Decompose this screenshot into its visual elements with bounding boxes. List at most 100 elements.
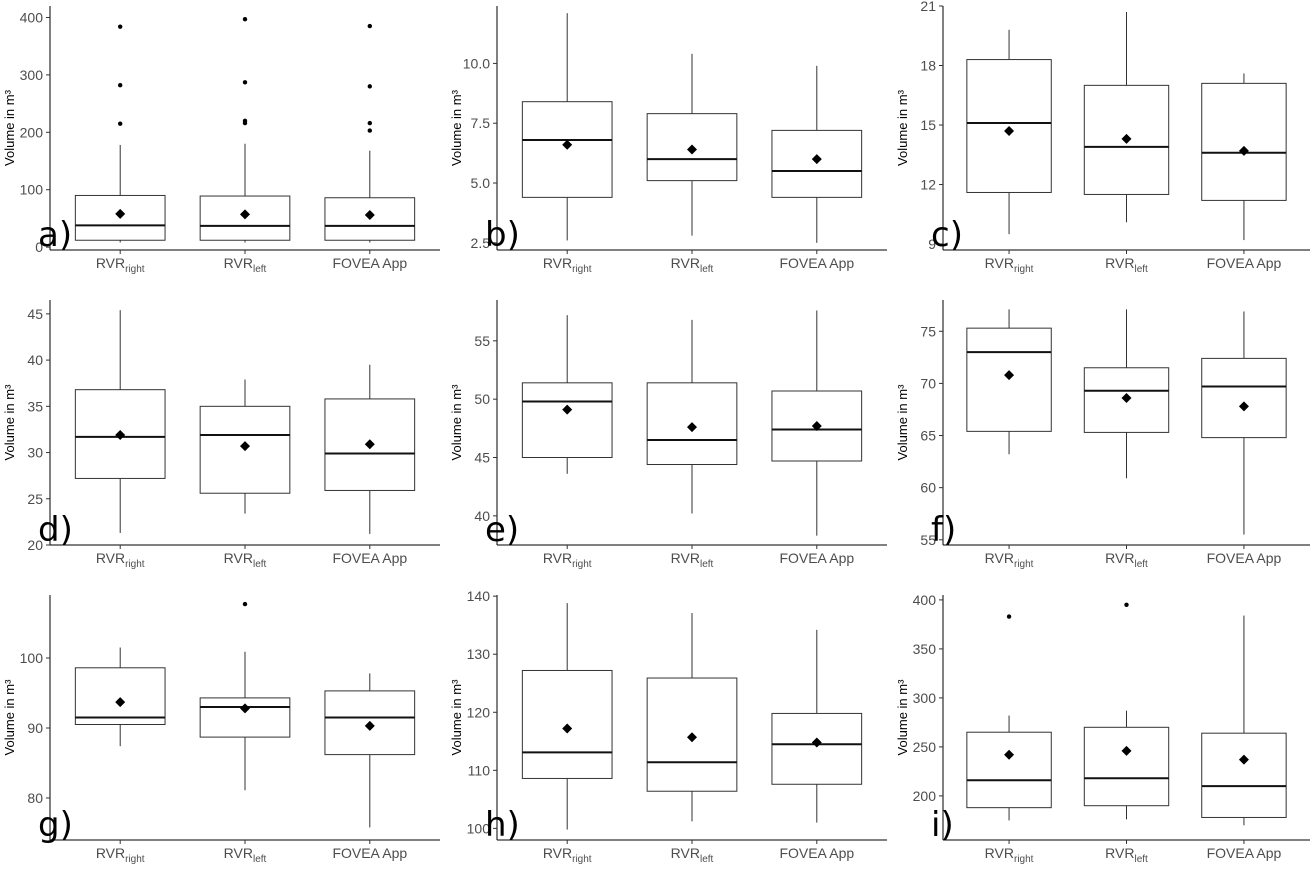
panel-label: i) bbox=[931, 805, 954, 845]
mean-marker bbox=[1121, 745, 1132, 756]
box-iqr bbox=[646, 382, 738, 466]
mean-marker bbox=[115, 697, 126, 708]
box-2 bbox=[199, 379, 291, 514]
box-iqr bbox=[521, 382, 613, 459]
box-3 bbox=[324, 23, 416, 243]
y-tick-label: 12 bbox=[920, 177, 936, 193]
y-tick-label: 200 bbox=[913, 788, 937, 804]
y-tick-label: 60 bbox=[920, 480, 936, 496]
x-tick-label: RVRleft bbox=[224, 255, 267, 275]
box-3 bbox=[771, 65, 863, 243]
outlier-point bbox=[367, 128, 372, 133]
box-iqr bbox=[1201, 357, 1287, 439]
chart-panel-i: 200 250 300 350 400 Volume in m³ RVRright RVRle… bbox=[895, 592, 1310, 865]
mean-marker bbox=[687, 422, 697, 433]
chart-panel-f: 55 60 65 70 75 Volume in m³ RVRright RVRleft FOV… bbox=[895, 300, 1310, 570]
y-tick-label: 2.5 bbox=[471, 235, 491, 251]
mean-marker bbox=[364, 439, 375, 450]
y-tick-label: 10.0 bbox=[463, 55, 490, 71]
y-axis-title: Volume in m³ bbox=[895, 384, 910, 461]
y-tick-label: 250 bbox=[913, 739, 937, 755]
box-3 bbox=[771, 310, 863, 536]
panel-label: b) bbox=[485, 215, 520, 255]
mean-marker bbox=[240, 703, 250, 714]
panel-label: c) bbox=[931, 215, 963, 255]
box-3 bbox=[1201, 73, 1287, 241]
panel-label: h) bbox=[485, 805, 520, 845]
chart-panel-b: 2.5 5.0 7.5 10.0 Volume in m³ RVRright RVRleft… bbox=[449, 6, 887, 275]
x-tick-label: RVRleft bbox=[1105, 550, 1148, 570]
chart-panel-e: 40 45 50 55 Volume in m³ RVRright RVRleft FOVEA… bbox=[449, 300, 887, 570]
box-iqr bbox=[74, 667, 166, 725]
y-tick-label: 140 bbox=[467, 588, 491, 604]
mean-marker bbox=[364, 209, 375, 220]
x-tick-label: FOVEA App bbox=[779, 255, 854, 271]
y-tick-label: 9 bbox=[928, 236, 936, 252]
mean-marker bbox=[1004, 125, 1015, 136]
mean-marker bbox=[811, 154, 822, 165]
x-tick-label: RVRright bbox=[543, 550, 592, 570]
y-tick-label: 21 bbox=[920, 0, 936, 14]
box-2 bbox=[199, 601, 291, 791]
y-tick-label: 40 bbox=[27, 352, 43, 368]
y-axis-title: Volume in m³ bbox=[449, 679, 464, 756]
box-1 bbox=[521, 603, 613, 830]
y-tick-label: 350 bbox=[913, 641, 937, 657]
y-tick-label: 30 bbox=[27, 445, 43, 461]
box-3 bbox=[771, 629, 863, 823]
box-1 bbox=[74, 24, 166, 243]
box-3 bbox=[324, 673, 416, 828]
x-tick-label: RVRleft bbox=[224, 845, 267, 865]
mean-marker bbox=[1004, 749, 1015, 760]
y-tick-label: 0 bbox=[35, 239, 43, 255]
box-iqr bbox=[1201, 732, 1287, 818]
outlier-point bbox=[1124, 602, 1129, 607]
mean-marker bbox=[115, 208, 126, 219]
mean-marker bbox=[811, 421, 822, 431]
y-tick-label: 25 bbox=[27, 491, 43, 507]
box-1 bbox=[74, 310, 166, 533]
y-tick-label: 75 bbox=[920, 323, 936, 339]
y-axis-title: Volume in m³ bbox=[895, 89, 910, 166]
mean-marker bbox=[240, 209, 250, 220]
x-tick-label: FOVEA App bbox=[1207, 845, 1282, 861]
mean-marker bbox=[1238, 401, 1249, 412]
x-tick-label: RVRleft bbox=[671, 845, 714, 865]
chart-panel-a: 0 100 200 300 400 Volume in m³ RVRright RVRleft… bbox=[2, 6, 440, 275]
outlier-point bbox=[242, 118, 248, 124]
box-2 bbox=[1083, 309, 1170, 479]
y-tick-label: 18 bbox=[920, 58, 936, 74]
outlier-point bbox=[242, 601, 248, 607]
x-tick-label: RVRright bbox=[985, 255, 1034, 275]
x-tick-label: FOVEA App bbox=[1207, 550, 1282, 566]
y-tick-label: 400 bbox=[20, 9, 44, 25]
x-tick-label: FOVEA App bbox=[332, 550, 407, 566]
box-2 bbox=[199, 17, 291, 243]
box-1 bbox=[966, 614, 1052, 821]
y-tick-label: 65 bbox=[920, 428, 936, 444]
outlier-point bbox=[1006, 614, 1012, 619]
y-tick-label: 40 bbox=[474, 508, 490, 524]
y-tick-label: 100 bbox=[20, 182, 44, 198]
x-tick-label: RVRleft bbox=[1105, 845, 1148, 865]
y-tick-label: 45 bbox=[27, 306, 43, 322]
outlier-point bbox=[118, 24, 123, 29]
mean-marker bbox=[364, 720, 375, 731]
mean-marker bbox=[562, 139, 573, 150]
y-tick-label: 7.5 bbox=[471, 115, 491, 131]
y-tick-label: 400 bbox=[913, 592, 937, 608]
x-tick-label: RVRleft bbox=[671, 255, 714, 275]
box-iqr bbox=[966, 731, 1052, 809]
mean-marker bbox=[1004, 370, 1015, 381]
y-tick-label: 45 bbox=[474, 450, 490, 466]
y-axis-title: Volume in m³ bbox=[449, 89, 464, 166]
box-1 bbox=[74, 647, 166, 747]
outlier-point bbox=[367, 23, 372, 29]
outlier-point bbox=[242, 80, 248, 85]
box-iqr bbox=[1083, 726, 1170, 807]
panel-label: d) bbox=[38, 510, 73, 550]
mean-marker bbox=[115, 429, 126, 440]
y-axis-title: Volume in m³ bbox=[895, 679, 910, 756]
